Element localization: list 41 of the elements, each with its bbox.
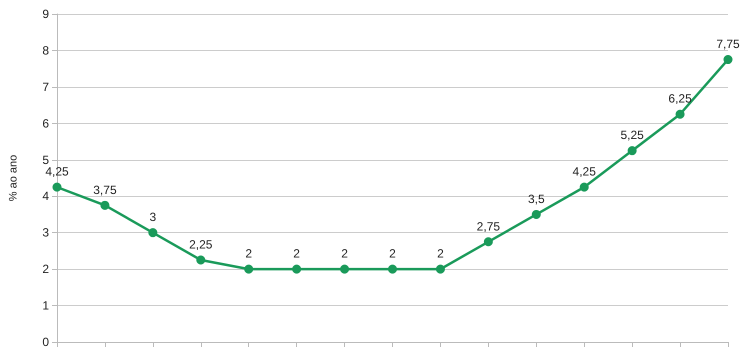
data-label: 3,75 — [93, 182, 117, 197]
y-tick-label: 0 — [42, 335, 50, 349]
point — [100, 200, 110, 210]
point — [340, 264, 350, 274]
y-tick-label: 8 — [42, 43, 50, 58]
point — [676, 110, 685, 119]
data-label: 3,5 — [528, 192, 545, 206]
data-label: 3 — [150, 210, 157, 224]
data-label: 2 — [437, 246, 444, 261]
data-label: 2,25 — [189, 238, 213, 252]
y-tick-label: 2 — [42, 262, 50, 276]
y-tick-label: 6 — [42, 116, 50, 130]
y-axis-title: % ao ano — [8, 154, 20, 202]
data-label: 4,25 — [45, 164, 69, 179]
point — [436, 264, 445, 274]
data-label: 4,25 — [572, 164, 596, 179]
y-tick-label: 7 — [42, 80, 50, 94]
data-label: 2 — [389, 246, 396, 261]
point — [484, 237, 493, 246]
point — [724, 55, 732, 64]
data-label: 6,25 — [668, 92, 692, 106]
y-tick-label: 5 — [42, 152, 50, 167]
point — [52, 182, 62, 192]
point — [532, 210, 541, 219]
data-label: 5,25 — [620, 128, 644, 142]
data-label: 2 — [341, 246, 348, 261]
y-tick-label: 9 — [42, 7, 50, 21]
point — [244, 264, 254, 274]
y-tick-label: 3 — [42, 226, 50, 240]
data-label: 2,75 — [476, 219, 500, 234]
data-label: 2 — [245, 246, 252, 261]
point — [148, 228, 158, 238]
y-tick-label: 1 — [42, 298, 50, 313]
data-label: 2 — [293, 246, 300, 261]
y-tick-label: 4 — [42, 189, 50, 204]
point — [292, 264, 302, 274]
point — [628, 146, 637, 156]
point — [580, 182, 589, 192]
point — [196, 256, 206, 264]
data-label: 7,75 — [716, 37, 740, 52]
point — [388, 264, 397, 274]
